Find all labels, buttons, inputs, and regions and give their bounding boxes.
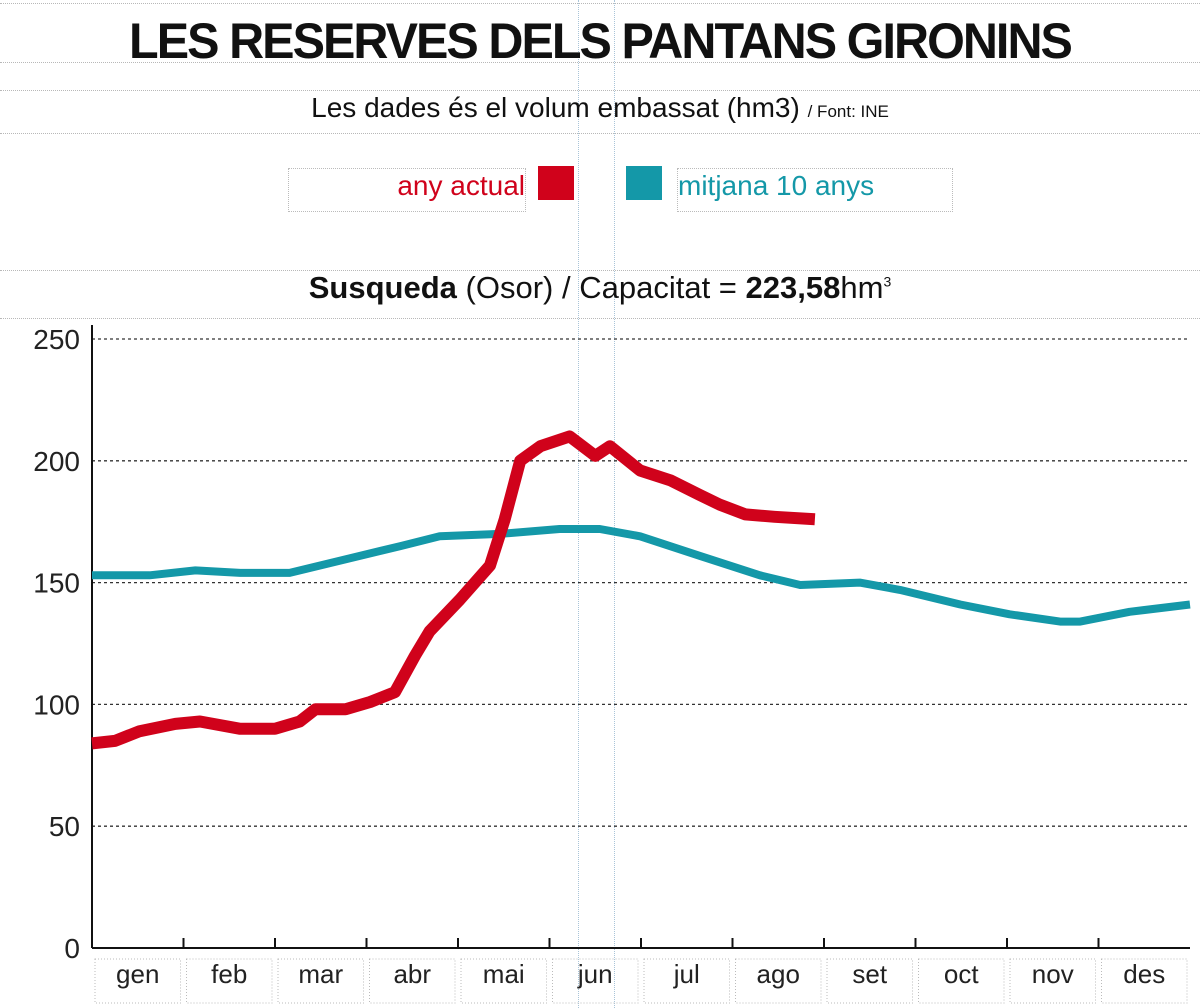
x-tick-label: jun — [577, 959, 613, 989]
y-tick-label: 250 — [33, 324, 80, 355]
legend-current-label: any actual — [288, 168, 526, 212]
guide-line — [0, 133, 1200, 134]
x-tick-label: oct — [944, 959, 979, 989]
chart-header: Susqueda (Osor) / Capacitat = 223,58hm3 — [0, 270, 1200, 306]
y-tick-label: 0 — [64, 933, 80, 964]
x-tick-label: nov — [1032, 959, 1074, 989]
x-tick-label: feb — [211, 959, 247, 989]
x-tick-label: jul — [673, 959, 700, 989]
x-label-box — [460, 958, 547, 1004]
x-label-box — [826, 958, 913, 1004]
page-title: LES RESERVES DELS PANTANS GIRONINS — [129, 13, 1073, 69]
guide-line — [0, 3, 1200, 4]
source-note: / Font: INE — [807, 102, 889, 121]
x-label-box — [552, 958, 639, 1004]
x-label-box — [918, 958, 1005, 1004]
x-tick-label: mar — [298, 959, 343, 989]
y-tick-label: 200 — [33, 446, 80, 477]
reservoir-location: (Osor) — [465, 270, 554, 305]
x-tick-label: des — [1123, 959, 1165, 989]
y-tick-label: 100 — [33, 689, 80, 720]
subtitle: Les dades és el volum embassat (hm3) / F… — [0, 92, 1200, 124]
legend-average-label: mitjana 10 anys — [677, 168, 953, 212]
guide-line — [0, 90, 1200, 91]
separator: / — [561, 270, 571, 305]
series-line-any-actual — [91, 430, 816, 750]
x-label-box — [735, 958, 822, 1004]
capacity-unit-exp: 3 — [883, 273, 892, 290]
guide-line — [0, 270, 1200, 271]
x-label-box — [643, 958, 730, 1004]
x-label-box — [1101, 958, 1188, 1004]
guide-line — [578, 0, 579, 1008]
guide-line — [0, 318, 1200, 319]
x-tick-label: set — [852, 959, 887, 989]
y-tick-label: 50 — [49, 811, 80, 842]
x-label-box — [1009, 958, 1096, 1004]
x-label-box — [277, 958, 364, 1004]
y-tick-label: 150 — [33, 568, 80, 599]
guide-line — [614, 0, 615, 1008]
x-tick-label: ago — [757, 959, 800, 989]
capacity-value: 223,58 — [745, 270, 841, 305]
legend-average-swatch — [626, 166, 662, 200]
series-line-mitjana-10-anys — [92, 525, 1191, 626]
x-tick-label: gen — [116, 959, 159, 989]
x-tick-label: mai — [483, 959, 525, 989]
guide-line — [0, 62, 1200, 63]
reservoir-name: Susqueda — [308, 270, 457, 305]
x-label-box — [369, 958, 456, 1004]
capacity-unit: hm — [840, 270, 884, 305]
x-label-box — [186, 958, 273, 1004]
capacity-label: Capacitat = — [579, 270, 737, 305]
x-tick-label: abr — [393, 959, 431, 989]
subtitle-text: Les dades és el volum embassat (hm3) — [311, 92, 800, 123]
x-label-box — [94, 958, 181, 1004]
legend-current-swatch — [538, 166, 574, 200]
